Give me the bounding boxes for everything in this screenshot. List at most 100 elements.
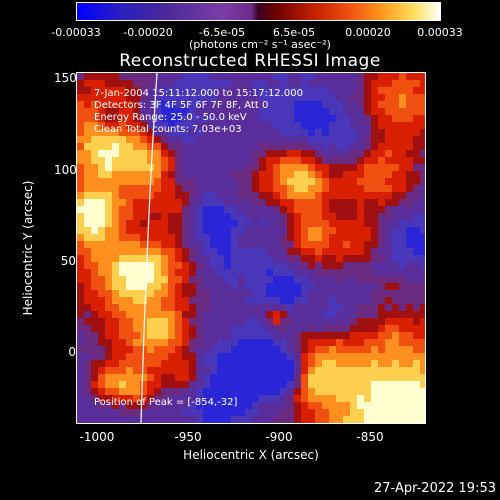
heatmap-cell: [287, 304, 294, 311]
heatmap-cell: [112, 332, 119, 339]
heatmap-cell: [126, 360, 133, 367]
heatmap-cell: [112, 353, 119, 360]
heatmap-cell: [224, 367, 231, 374]
heatmap-cell: [266, 353, 273, 360]
heatmap-cell: [399, 318, 406, 325]
heatmap-cell: [196, 381, 203, 388]
heatmap-cell: [259, 206, 266, 213]
heatmap-cell: [259, 332, 266, 339]
heatmap-cell: [378, 150, 385, 157]
heatmap-cell: [210, 164, 217, 171]
heatmap-cell: [350, 262, 357, 269]
heatmap-cell: [322, 115, 329, 122]
heatmap-cell: [168, 255, 175, 262]
heatmap-cell: [196, 283, 203, 290]
heatmap-cell: [336, 185, 343, 192]
heatmap-cell: [161, 416, 168, 423]
heatmap-cell: [273, 108, 280, 115]
heatmap-cell: [336, 115, 343, 122]
heatmap-cell: [350, 332, 357, 339]
heatmap-cell: [287, 227, 294, 234]
heatmap-cell: [105, 332, 112, 339]
heatmap-cell: [133, 297, 140, 304]
heatmap-cell: [413, 367, 420, 374]
heatmap-cell: [329, 171, 336, 178]
heatmap-cell: [217, 388, 224, 395]
heatmap-cell: [217, 248, 224, 255]
heatmap-cell: [392, 304, 399, 311]
heatmap-cell: [378, 318, 385, 325]
heatmap-cell: [287, 80, 294, 87]
heatmap-cell: [147, 395, 154, 402]
heatmap-cell: [308, 136, 315, 143]
heatmap-cell: [98, 87, 105, 94]
x-tick: -1000: [79, 430, 115, 444]
heatmap-cell: [182, 360, 189, 367]
heatmap-cell: [343, 395, 350, 402]
heatmap-cell: [259, 227, 266, 234]
heatmap-cell: [245, 262, 252, 269]
heatmap-cell: [259, 311, 266, 318]
heatmap-cell: [77, 416, 84, 423]
heatmap-cell: [238, 318, 245, 325]
heatmap-cell: [252, 388, 259, 395]
heatmap-cell: [210, 346, 217, 353]
heatmap-cell: [112, 143, 119, 150]
heatmap-cell: [392, 332, 399, 339]
heatmap-cell: [77, 346, 84, 353]
heatmap-cell: [98, 178, 105, 185]
colorbar-tick: 6.5e-05: [272, 26, 316, 39]
heatmap-cell: [315, 115, 322, 122]
heatmap-cell: [315, 87, 322, 94]
heatmap-cell: [294, 402, 301, 409]
heatmap-cell: [350, 94, 357, 101]
heatmap-cell: [224, 346, 231, 353]
heatmap-cell: [161, 339, 168, 346]
heatmap-cell: [119, 276, 126, 283]
heatmap-cell: [364, 297, 371, 304]
heatmap-cell: [364, 80, 371, 87]
heatmap-cell: [420, 206, 425, 213]
heatmap-cell: [364, 395, 371, 402]
heatmap-cell: [266, 276, 273, 283]
heatmap-cell: [322, 297, 329, 304]
heatmap-cell: [392, 220, 399, 227]
heatmap-cell: [266, 101, 273, 108]
heatmap-cell: [371, 374, 378, 381]
heatmap-cell: [231, 73, 238, 80]
heatmap-cell: [308, 192, 315, 199]
heatmap-cell: [322, 206, 329, 213]
heatmap-cell: [203, 269, 210, 276]
heatmap-cell: [210, 178, 217, 185]
heatmap-cell: [182, 192, 189, 199]
heatmap-cell: [294, 353, 301, 360]
heatmap-cell: [280, 157, 287, 164]
heatmap-cell: [378, 269, 385, 276]
heatmap-cell: [357, 94, 364, 101]
heatmap-cell: [161, 122, 168, 129]
heatmap-cell: [273, 311, 280, 318]
heatmap-cell: [196, 416, 203, 423]
heatmap-cell: [91, 290, 98, 297]
heatmap-cell: [301, 136, 308, 143]
heatmap-cell: [98, 290, 105, 297]
heatmap-cell: [336, 269, 343, 276]
heatmap-cell: [147, 353, 154, 360]
heatmap-cell: [301, 143, 308, 150]
heatmap-cell: [343, 101, 350, 108]
heatmap-cell: [77, 381, 84, 388]
heatmap-cell: [91, 122, 98, 129]
heatmap-cell: [245, 178, 252, 185]
heatmap-cell: [84, 94, 91, 101]
heatmap-cell: [245, 192, 252, 199]
heatmap-cell: [98, 241, 105, 248]
heatmap-cell: [273, 409, 280, 416]
heatmap-cell: [133, 276, 140, 283]
heatmap-cell: [420, 346, 425, 353]
heatmap-cell: [329, 115, 336, 122]
heatmap-cell: [252, 367, 259, 374]
heatmap-cell: [112, 171, 119, 178]
heatmap-cell: [147, 388, 154, 395]
heatmap-cell: [413, 80, 420, 87]
heatmap-cell: [147, 206, 154, 213]
